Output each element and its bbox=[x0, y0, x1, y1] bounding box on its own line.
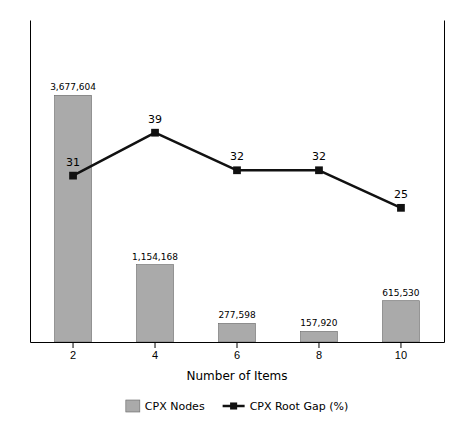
bar-label: 157,920 bbox=[300, 318, 337, 328]
line-label: 32 bbox=[230, 150, 244, 163]
legend-item: CPX Nodes bbox=[126, 400, 205, 413]
legend-item: CPX Root Gap (%) bbox=[223, 400, 349, 413]
line-marker bbox=[397, 204, 405, 212]
line-label: 39 bbox=[148, 113, 162, 126]
line-label: 32 bbox=[312, 150, 326, 163]
legend-label: CPX Nodes bbox=[145, 400, 205, 413]
x-tick-label: 2 bbox=[70, 349, 76, 361]
line-marker bbox=[151, 129, 159, 137]
x-axis-title: Number of Items bbox=[187, 369, 288, 383]
x-tick-label: 6 bbox=[234, 349, 240, 361]
y2-axis-line bbox=[444, 21, 445, 343]
x-tick-label: 4 bbox=[152, 349, 158, 361]
bar bbox=[55, 95, 92, 342]
x-tick-label: 8 bbox=[316, 349, 322, 361]
marks bbox=[55, 95, 420, 342]
bar bbox=[301, 331, 338, 342]
plot: 2 4 6 8 10 Number of Items 3,677,604 1,154,168 2… bbox=[31, 21, 445, 384]
chart: 2 4 6 8 10 Number of Items 3,677,604 1,154,168 2… bbox=[0, 0, 474, 422]
legend-swatch bbox=[126, 400, 140, 412]
x-tick-mark bbox=[73, 342, 74, 348]
line-marker bbox=[315, 166, 323, 174]
data-labels: 3,677,604 1,154,168 277,598 157,920 615,530 3… bbox=[50, 82, 420, 328]
x-tick: 4 bbox=[152, 342, 158, 361]
bar bbox=[137, 265, 174, 342]
legend-marker bbox=[230, 402, 237, 409]
x-tick-mark bbox=[155, 342, 156, 348]
line-label: 25 bbox=[394, 188, 408, 201]
legend: CPX Nodes CPX Root Gap (%) bbox=[126, 400, 348, 413]
x-tick-mark bbox=[318, 342, 319, 348]
line-marker bbox=[69, 172, 77, 180]
x-tick: 6 bbox=[234, 342, 240, 361]
x-tick-mark bbox=[237, 342, 238, 348]
bar-label: 1,154,168 bbox=[132, 252, 178, 262]
y-axis bbox=[30, 21, 31, 343]
x-axis: 2 4 6 8 10 bbox=[31, 342, 445, 361]
bar bbox=[219, 323, 256, 342]
bar-label: 615,530 bbox=[382, 288, 419, 298]
x-tick: 2 bbox=[70, 342, 76, 361]
line-label: 31 bbox=[66, 156, 80, 169]
x-tick: 8 bbox=[316, 342, 322, 361]
legend-label: CPX Root Gap (%) bbox=[250, 400, 349, 413]
y-axis-line bbox=[30, 21, 31, 343]
bar-label: 3,677,604 bbox=[50, 82, 96, 92]
line bbox=[73, 133, 401, 208]
x-tick-label: 10 bbox=[395, 349, 407, 361]
bar-label: 277,598 bbox=[218, 310, 255, 320]
y2-axis bbox=[444, 21, 445, 343]
line-marker bbox=[233, 166, 241, 174]
x-tick: 10 bbox=[395, 342, 407, 361]
x-tick-mark bbox=[400, 342, 401, 348]
bar bbox=[383, 301, 420, 342]
